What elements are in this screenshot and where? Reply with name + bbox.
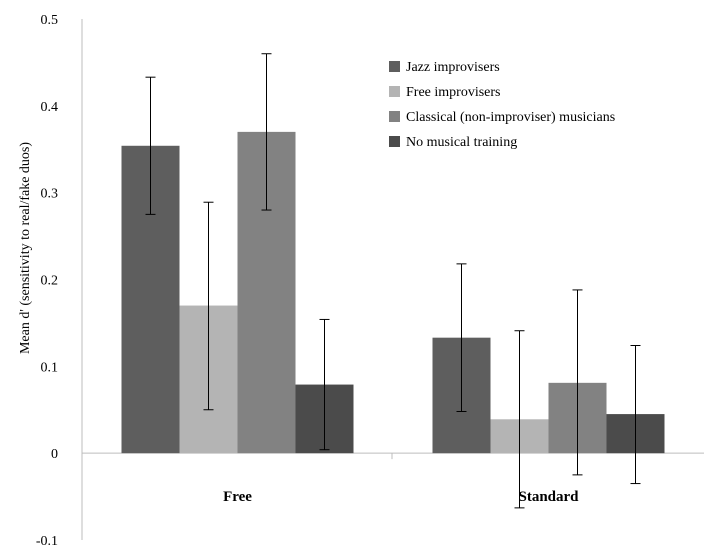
legend-swatch: [389, 61, 400, 72]
category-label: Free: [223, 489, 252, 505]
y-tick-label: 0.5: [41, 13, 59, 28]
legend-swatch: [389, 111, 400, 122]
y-tick-label: 0.4: [41, 100, 59, 115]
y-tick-label: 0.3: [41, 187, 59, 202]
category-labels: Free Standard: [223, 489, 579, 505]
y-axis-label: Mean d' (sensitivity to real/fake duos): [18, 142, 33, 354]
legend: Jazz improvisers Free improvisers Classica…: [389, 60, 615, 150]
y-tick-label: 0: [51, 447, 58, 462]
legend-label: No musical training: [406, 135, 517, 150]
y-axis-ticks: -0.1 0 0.1 0.2 0.3 0.4 0.5: [36, 13, 58, 549]
legend-swatch: [389, 86, 400, 97]
bars-group: [121, 131, 665, 454]
y-tick-label: -0.1: [36, 534, 58, 549]
error-bars-group: [145, 53, 641, 509]
legend-label: Free improvisers: [406, 85, 500, 100]
legend-label: Jazz improvisers: [406, 60, 500, 75]
y-tick-label: 0.1: [41, 360, 59, 375]
legend-swatch: [389, 136, 400, 147]
legend-label: Classical (non-improviser) musicians: [406, 110, 615, 125]
y-tick-label: 0.2: [41, 274, 59, 289]
category-label: Standard: [518, 489, 579, 505]
